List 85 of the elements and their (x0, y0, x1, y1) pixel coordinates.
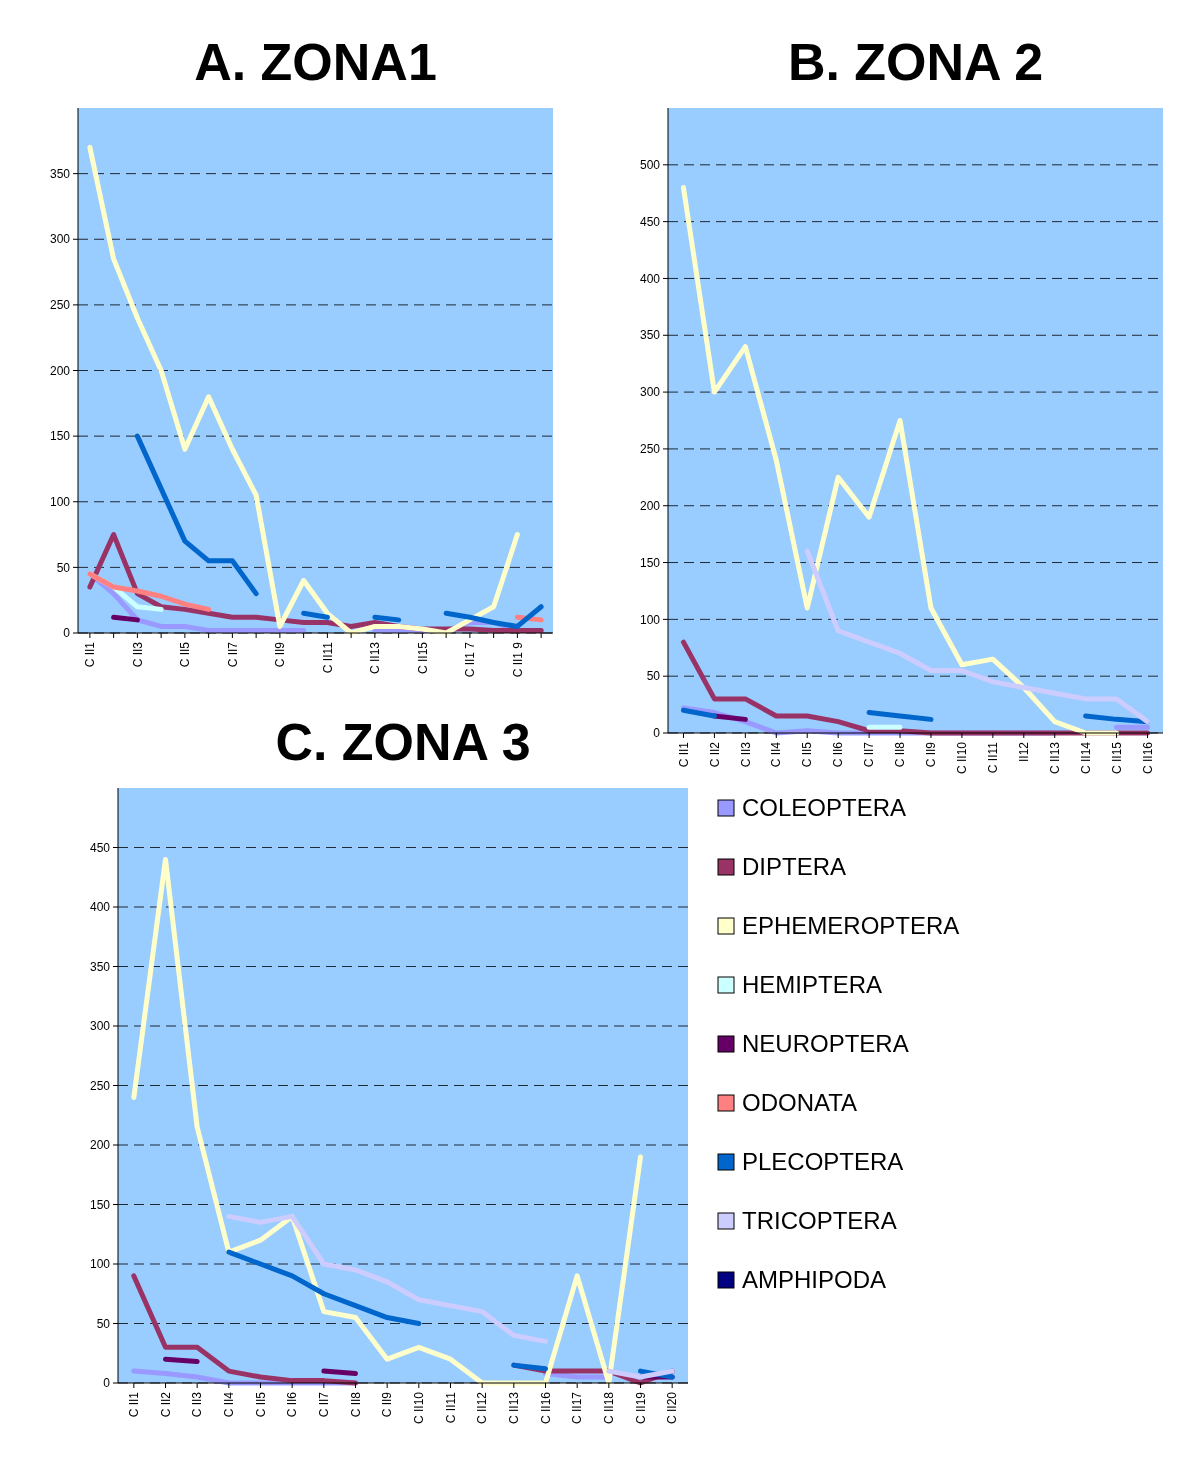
x-tick-label: C II8 (348, 1391, 363, 1418)
y-tick-label: 450 (89, 840, 111, 855)
x-tick-label: C II3 (190, 1391, 205, 1418)
y-tick-label: 100 (89, 1257, 111, 1272)
chart-title: C. ZONA 3 (275, 713, 531, 771)
y-tick-label: 400 (89, 900, 111, 915)
x-tick-label: C II6 (831, 741, 846, 768)
x-tick-label: C II7 (862, 741, 877, 768)
y-tick-label: 350 (89, 959, 111, 974)
y-tick-label: 300 (639, 385, 661, 400)
legend-label: EPHEMEROPTERA (742, 912, 960, 940)
x-tick-label: C II13 (507, 1391, 522, 1425)
x-tick-label: C II1 9 (510, 641, 525, 678)
x-tick-label: C II5 (178, 641, 193, 668)
x-tick-label: C II3 (738, 741, 753, 768)
y-tick-label: 450 (639, 214, 661, 229)
y-tick-label: 0 (63, 626, 71, 641)
x-tick-label: C II13 (368, 641, 383, 675)
x-tick-label: C II16 (538, 1391, 553, 1425)
x-tick-label: C II10 (412, 1391, 427, 1425)
y-tick-label: 100 (639, 612, 661, 627)
legend-label: DIPTERA (742, 853, 847, 881)
x-tick-label: C II3 (130, 641, 145, 668)
y-tick-label: 200 (89, 1138, 111, 1153)
legend-label: COLEOPTERA (742, 794, 907, 822)
x-tick-label: C II1 (83, 641, 98, 668)
y-tick-label: 350 (639, 328, 661, 343)
x-tick-label: C II19 (633, 1391, 648, 1425)
x-tick-label: C II7 (225, 641, 240, 668)
y-tick-label: 0 (103, 1376, 111, 1391)
x-tick-label: C II11 (320, 641, 335, 674)
y-tick-label: 100 (49, 494, 71, 509)
y-tick-label: 50 (96, 1316, 111, 1331)
x-tick-label: C II8 (893, 741, 908, 768)
y-tick-label: 300 (49, 232, 71, 247)
y-tick-label: 400 (639, 271, 661, 286)
y-tick-label: 500 (639, 158, 661, 173)
x-tick-label: C II7 (317, 1391, 332, 1418)
y-tick-label: 150 (639, 555, 661, 570)
y-tick-label: 250 (49, 298, 71, 313)
legend-label: ODONATA (742, 1089, 858, 1117)
x-tick-label: C II15 (1109, 741, 1124, 775)
x-tick-label: C II15 (415, 641, 430, 675)
y-tick-label: 150 (49, 429, 71, 444)
x-tick-label: C II14 (1078, 741, 1093, 775)
x-tick-label: C II11 (443, 1391, 458, 1424)
x-tick-label: C II13 (1047, 741, 1062, 775)
x-tick-label: C II1 7 (463, 641, 478, 678)
x-tick-label: C II4 (222, 1391, 237, 1418)
chart-title: B. ZONA 2 (787, 33, 1044, 91)
x-tick-label: C II17 (570, 1391, 585, 1425)
legend-label: PLECOPTERA (742, 1148, 904, 1176)
x-tick-label: C II9 (273, 641, 288, 668)
x-tick-label: C II5 (800, 741, 815, 768)
y-tick-label: 0 (653, 726, 661, 741)
x-tick-label: C II18 (602, 1391, 617, 1425)
x-tick-label: II12 (1016, 741, 1031, 763)
y-tick-label: 50 (646, 669, 661, 684)
x-tick-label: C II11 (986, 741, 1001, 774)
legend-label: AMPHIPODA (742, 1266, 887, 1294)
y-tick-label: 250 (639, 442, 661, 457)
y-tick-label: 200 (49, 363, 71, 378)
y-tick-label: 50 (56, 560, 71, 575)
x-tick-label: C II9 (924, 741, 939, 768)
x-tick-label: C II2 (158, 1391, 173, 1418)
x-tick-label: C II2 (707, 741, 722, 768)
y-tick-label: 150 (89, 1197, 111, 1212)
x-tick-label: C II10 (955, 741, 970, 775)
legend-label: HEMIPTERA (742, 971, 883, 999)
legend-label: NEUROPTERA (742, 1030, 909, 1058)
legend-label: TRICOPTERA (742, 1207, 897, 1235)
x-tick-label: C II9 (380, 1391, 395, 1418)
y-tick-label: 200 (639, 498, 661, 513)
x-tick-label: C II6 (285, 1391, 300, 1418)
y-tick-label: 350 (49, 166, 71, 181)
chart-title: A. ZONA1 (194, 33, 437, 91)
x-tick-label: C II20 (665, 1391, 680, 1425)
x-tick-label: C II12 (475, 1391, 490, 1425)
y-tick-label: 300 (89, 1019, 111, 1034)
x-tick-label: C II1 (676, 741, 691, 768)
y-tick-label: 250 (89, 1078, 111, 1093)
x-tick-label: C II16 (1140, 741, 1155, 775)
x-tick-label: C II1 (127, 1391, 142, 1418)
x-tick-label: C II4 (769, 741, 784, 768)
x-tick-label: C II5 (253, 1391, 268, 1418)
